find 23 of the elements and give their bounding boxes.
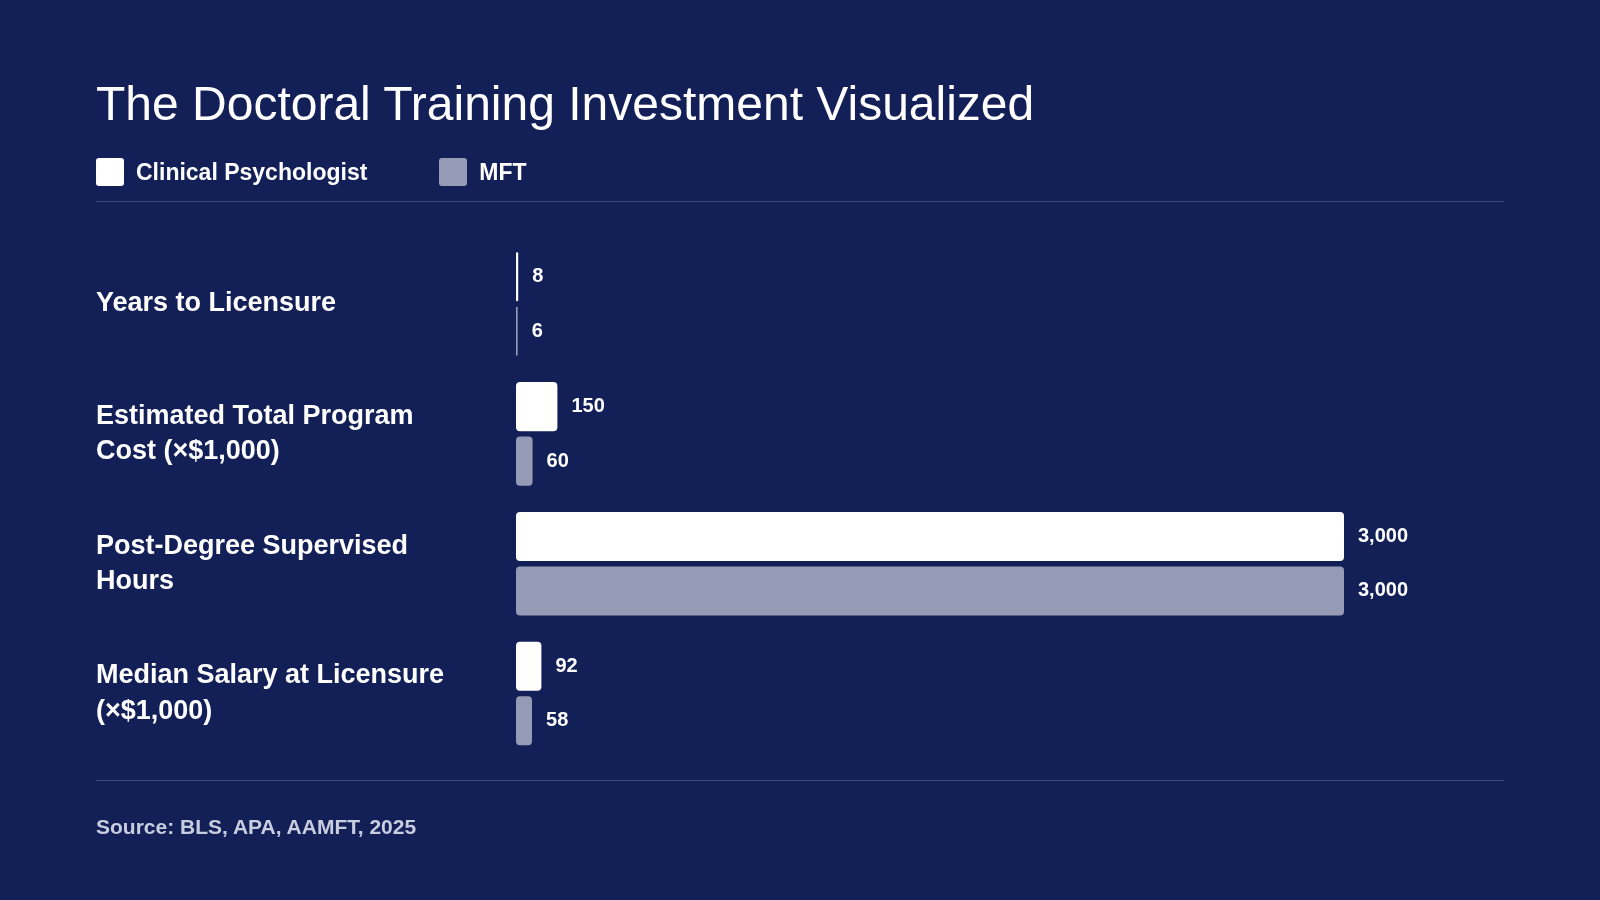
chart-title: The Doctoral Training Investment Visualized bbox=[96, 76, 1035, 131]
bar bbox=[516, 511, 1344, 561]
bar bbox=[516, 566, 1344, 616]
bar bbox=[516, 252, 519, 302]
source-note: Source: BLS, APA, AAMFT, 2025 bbox=[96, 815, 417, 839]
legend-label: Clinical Psychologist bbox=[136, 158, 368, 186]
bar bbox=[516, 436, 533, 486]
data-label: 58 bbox=[546, 708, 569, 731]
y-tick-label: Years to Licensure bbox=[96, 287, 337, 318]
data-label: 3,000 bbox=[1358, 523, 1409, 546]
data-label: 60 bbox=[546, 448, 569, 471]
data-label: 8 bbox=[532, 264, 544, 287]
data-label: 3,000 bbox=[1358, 578, 1409, 601]
bar bbox=[516, 641, 542, 691]
y-tick-label: Median Salary at Licensure (×$1,000) bbox=[96, 659, 445, 725]
data-label: 6 bbox=[531, 318, 543, 341]
bar bbox=[516, 382, 558, 432]
legend-label: MFT bbox=[479, 158, 527, 186]
y-tick-label: Post-Degree Supervised Hours bbox=[96, 529, 409, 595]
bar bbox=[516, 696, 533, 746]
y-tick-label: Estimated Total Program Cost (×$1,000) bbox=[96, 399, 414, 465]
data-label: 92 bbox=[555, 653, 578, 676]
data-label: 150 bbox=[571, 394, 605, 417]
